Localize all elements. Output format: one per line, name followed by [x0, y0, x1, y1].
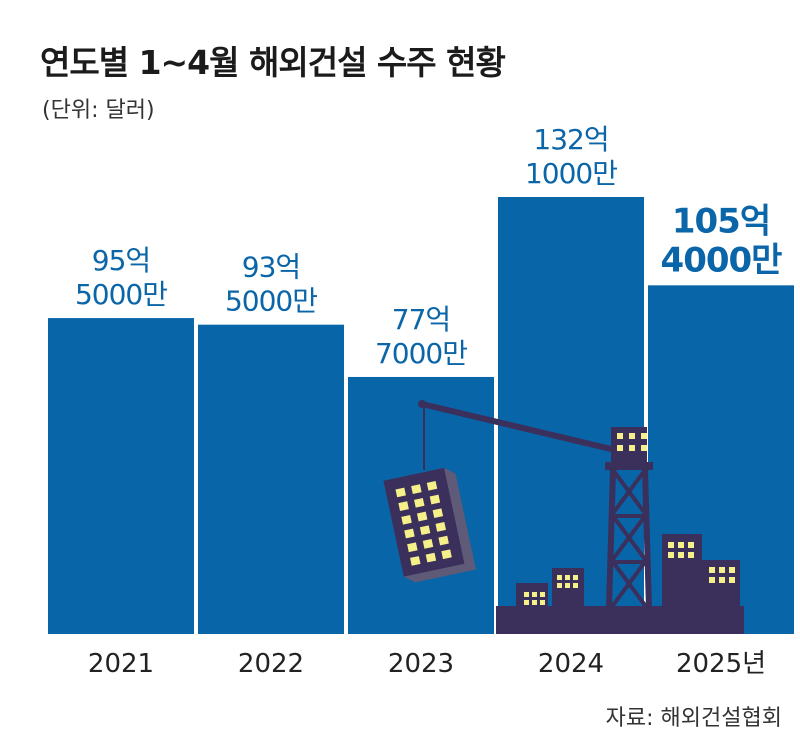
value-label: 1000만: [525, 157, 617, 190]
chart-title: 연도별 1~4월 해외건설 수주 현황: [40, 43, 506, 82]
value-label: 5000만: [225, 285, 317, 318]
source-note: 자료: 해외건설협회: [605, 706, 782, 731]
construction-illustration: [383, 400, 744, 634]
value-label: 77억: [392, 303, 450, 336]
building-icon: [383, 467, 476, 583]
value-label: 105억: [672, 201, 770, 241]
x-tick-label: 2023: [388, 649, 454, 679]
bar-2022: [198, 324, 344, 634]
bar-2021: [48, 318, 194, 634]
value-label: 4000만: [661, 240, 783, 280]
x-tick-label: 2021: [88, 649, 154, 679]
value-label: 95억: [92, 244, 150, 277]
value-labels-group: 95억5000만93억5000만77억7000만132억1000만105억400…: [75, 123, 783, 370]
x-tick-label: 2024: [538, 649, 604, 679]
x-tick-labels-group: 2021 2022 2023 2024 2025년: [88, 649, 766, 679]
value-label: 7000만: [375, 337, 467, 370]
unit-note: (단위: 달러): [42, 98, 155, 123]
value-label: 132억: [533, 123, 608, 156]
skyline-icon: [496, 534, 744, 634]
value-label: 93억: [242, 251, 300, 284]
x-tick-label: 2025년: [676, 649, 766, 679]
x-tick-label: 2022: [238, 649, 304, 679]
value-label: 5000만: [75, 278, 167, 311]
